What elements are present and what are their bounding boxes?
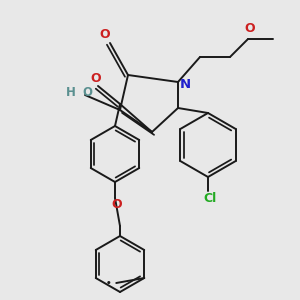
Text: O: O — [100, 28, 110, 41]
Text: H: H — [66, 86, 76, 100]
Text: Cl: Cl — [203, 193, 217, 206]
Text: O: O — [82, 86, 92, 100]
Text: N: N — [179, 77, 191, 91]
Text: O: O — [91, 71, 101, 85]
Text: ●: ● — [106, 281, 110, 285]
Text: O: O — [245, 22, 255, 35]
Text: O: O — [112, 197, 122, 211]
